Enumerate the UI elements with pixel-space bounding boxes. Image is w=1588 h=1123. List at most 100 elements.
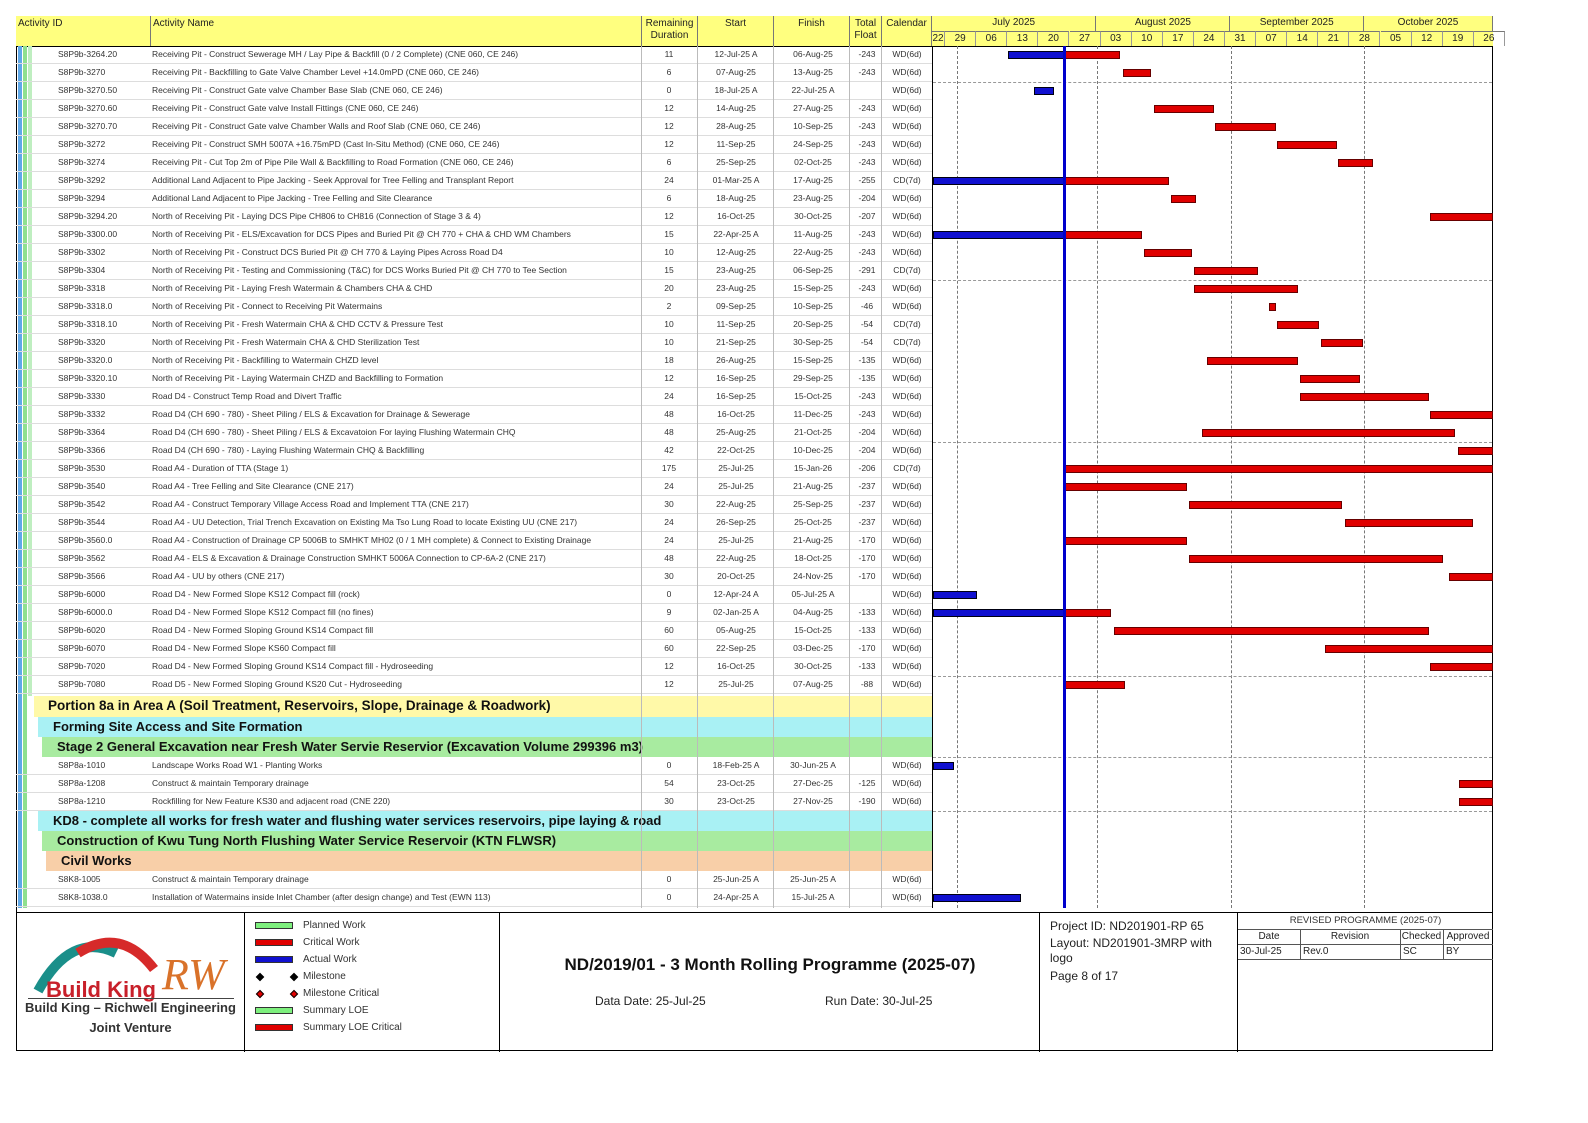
table-row[interactable]: S8P9b-3330 Road D4 - Construct Temp Road … <box>16 388 932 406</box>
critical-work-bar[interactable] <box>1113 627 1430 635</box>
critical-work-bar[interactable] <box>1188 501 1343 509</box>
critical-work-bar[interactable] <box>1344 519 1474 527</box>
actual-work-bar[interactable] <box>1034 87 1054 95</box>
critical-work-bar[interactable] <box>1064 537 1187 545</box>
header-remaining-duration[interactable]: Remaining Duration <box>642 16 698 46</box>
table-row[interactable]: S8P9b-3294.20 North of Receiving Pit - La… <box>16 208 932 226</box>
header-start[interactable]: Start <box>698 16 774 46</box>
actual-work-bar[interactable] <box>933 177 1065 185</box>
table-row[interactable]: S8P9b-3270.60 Receiving Pit - Construct G… <box>16 100 932 118</box>
table-row[interactable]: S8P8a-1210 Rockfilling for New Feature KS… <box>16 793 932 811</box>
table-row[interactable]: S8P9b-3318.10 North of Receiving Pit - Fr… <box>16 316 932 334</box>
critical-work-bar[interactable] <box>1269 303 1276 311</box>
critical-work-bar[interactable] <box>1064 609 1112 617</box>
table-row[interactable]: S8P9b-3364 Road D4 (CH 690 - 780) - Sheet… <box>16 424 932 442</box>
table-row[interactable]: S8K8-1038.0 Installation of Watermains in… <box>16 889 932 907</box>
critical-work-bar[interactable] <box>1064 483 1187 491</box>
table-row[interactable]: S8P9b-3320 North of Receiving Pit - Fresh… <box>16 334 932 352</box>
table-row[interactable]: S8P9b-3320.10 North of Receiving Pit - La… <box>16 370 932 388</box>
critical-work-bar[interactable] <box>1206 357 1298 365</box>
table-row[interactable]: S8P9b-3272 Receiving Pit - Construct SMH … <box>16 136 932 154</box>
table-row[interactable]: S8P9b-3540 Road A4 - Tree Felling and Sit… <box>16 478 932 496</box>
header-total-float[interactable]: Total Float <box>850 16 882 46</box>
table-row[interactable]: S8P9b-3274 Receiving Pit - Cut Top 2m of … <box>16 154 932 172</box>
header-calendar[interactable]: Calendar <box>882 16 932 46</box>
critical-work-bar[interactable] <box>1202 429 1456 437</box>
critical-work-bar[interactable] <box>1299 375 1361 383</box>
table-row[interactable]: S8P9b-3270.50 Receiving Pit - Construct G… <box>16 82 932 100</box>
table-row[interactable]: S8P9b-7020 Road D4 - New Formed Sloping G… <box>16 658 932 676</box>
table-row[interactable]: S8P9b-3530 Road A4 - Duration of TTA (Sta… <box>16 460 932 478</box>
table-row[interactable]: S8P9b-3560.0 Road A4 - Construction of Dr… <box>16 532 932 550</box>
critical-work-bar[interactable] <box>1171 195 1197 203</box>
header-activity-name[interactable]: Activity Name <box>151 16 642 46</box>
actual-work-bar[interactable] <box>1008 51 1065 59</box>
critical-work-bar[interactable] <box>1325 645 1493 653</box>
table-row[interactable]: S8K8-1005 Construct & maintain Temporary … <box>16 871 932 889</box>
wbs-band-civil[interactable]: Civil Works <box>46 851 932 871</box>
table-row[interactable]: S8P8a-1010 Landscape Works Road W1 - Plan… <box>16 757 932 775</box>
table-row[interactable]: S8P9b-3270 Receiving Pit - Backfilling to… <box>16 64 932 82</box>
table-row[interactable]: S8P9b-3270.70 Receiving Pit - Construct G… <box>16 118 932 136</box>
table-row[interactable]: S8P9b-6020 Road D4 - New Formed Sloping G… <box>16 622 932 640</box>
table-row[interactable]: S8P9b-6070 Road D4 - New Formed Slope KS6… <box>16 640 932 658</box>
table-row[interactable]: S8P9b-3318.0 North of Receiving Pit - Con… <box>16 298 932 316</box>
wbs-band-forming[interactable]: Forming Site Access and Site Formation <box>38 717 932 737</box>
table-row[interactable]: S8P9b-6000 Road D4 - New Formed Slope KS1… <box>16 586 932 604</box>
critical-work-bar[interactable] <box>1215 123 1276 131</box>
critical-work-bar[interactable] <box>1276 321 1320 329</box>
table-row[interactable]: S8P9b-3332 Road D4 (CH 690 - 780) - Sheet… <box>16 406 932 424</box>
critical-work-bar[interactable] <box>1154 105 1215 113</box>
critical-work-bar[interactable] <box>1188 555 1443 563</box>
table-row[interactable]: S8P9b-3304 North of Receiving Pit - Testi… <box>16 262 932 280</box>
critical-work-bar[interactable] <box>1064 465 1493 473</box>
actual-work-bar[interactable] <box>933 609 1065 617</box>
actual-work-bar[interactable] <box>933 231 1065 239</box>
critical-work-bar[interactable] <box>1276 141 1338 149</box>
actual-work-bar[interactable] <box>933 762 955 770</box>
critical-work-bar[interactable] <box>1064 51 1121 59</box>
wbs-band-kd8[interactable]: KD8 - complete all works for fresh water… <box>38 811 932 831</box>
wbs-band-stage2[interactable]: Stage 2 General Excavation near Fresh Wa… <box>42 737 932 757</box>
table-row[interactable]: S8P9b-3562 Road A4 - ELS & Excavation & D… <box>16 550 932 568</box>
critical-work-bar[interactable] <box>1459 798 1493 806</box>
table-row[interactable]: S8P9b-3318 North of Receiving Pit - Layin… <box>16 280 932 298</box>
wbs-band-ktn[interactable]: Construction of Kwu Tung North Flushing … <box>42 831 932 851</box>
critical-work-bar[interactable] <box>1064 681 1126 689</box>
critical-work-bar[interactable] <box>1430 663 1493 671</box>
table-row[interactable]: S8P9b-3544 Road A4 - UU Detection, Trial … <box>16 514 932 532</box>
table-row[interactable]: S8P9b-3292 Additional Land Adjacent to Pi… <box>16 172 932 190</box>
table-row[interactable]: S8P9b-3542 Road A4 - Construct Temporary … <box>16 496 932 514</box>
critical-work-bar[interactable] <box>1064 231 1142 239</box>
critical-work-bar[interactable] <box>1320 339 1364 347</box>
critical-work-bar[interactable] <box>1122 69 1152 77</box>
table-row[interactable]: S8P8a-1208 Construct & maintain Temporary… <box>16 775 932 793</box>
critical-work-bar[interactable] <box>1457 447 1493 455</box>
table-row[interactable]: S8P9b-3566 Road A4 - UU by others (CNE 21… <box>16 568 932 586</box>
table-row[interactable]: S8P9b-3302 North of Receiving Pit - Const… <box>16 244 932 262</box>
actual-work-bar[interactable] <box>933 894 1021 902</box>
table-row[interactable]: S8P9b-7080 Road D5 - New Formed Sloping G… <box>16 676 932 694</box>
critical-work-bar[interactable] <box>1193 267 1258 275</box>
critical-work-bar[interactable] <box>1430 213 1493 221</box>
table-row[interactable]: S8P9b-3366 Road D4 (CH 690 - 780) - Layin… <box>16 442 932 460</box>
critical-work-bar[interactable] <box>1430 411 1493 419</box>
activity-id: S8P9b-3264.20 <box>58 49 118 59</box>
critical-work-bar[interactable] <box>1299 393 1430 401</box>
wbs-band-portion-8a[interactable]: Portion 8a in Area A (Soil Treatment, Re… <box>34 696 932 717</box>
actual-work-bar[interactable] <box>933 591 977 599</box>
header-finish[interactable]: Finish <box>774 16 850 46</box>
critical-work-bar[interactable] <box>1144 249 1192 257</box>
table-row[interactable]: S8P9b-3294 Additional Land Adjacent to Pi… <box>16 190 932 208</box>
critical-work-bar[interactable] <box>1193 285 1298 293</box>
critical-work-bar[interactable] <box>1338 159 1373 167</box>
table-row[interactable]: S8P9b-3264.20 Receiving Pit - Construct S… <box>16 46 932 64</box>
critical-work-bar[interactable] <box>1064 177 1169 185</box>
revision-box: REVISED PROGRAMME (2025-07) Date Revisio… <box>1238 913 1493 1052</box>
table-row[interactable]: S8P9b-3300.00 North of Receiving Pit - EL… <box>16 226 932 244</box>
header-activity-id[interactable]: Activity ID <box>16 16 151 46</box>
table-row[interactable]: S8P9b-6000.0 Road D4 - New Formed Slope K… <box>16 604 932 622</box>
critical-work-bar[interactable] <box>1448 573 1493 581</box>
table-row[interactable]: S8P9b-3320.0 North of Receiving Pit - Bac… <box>16 352 932 370</box>
critical-work-bar[interactable] <box>1459 780 1493 788</box>
